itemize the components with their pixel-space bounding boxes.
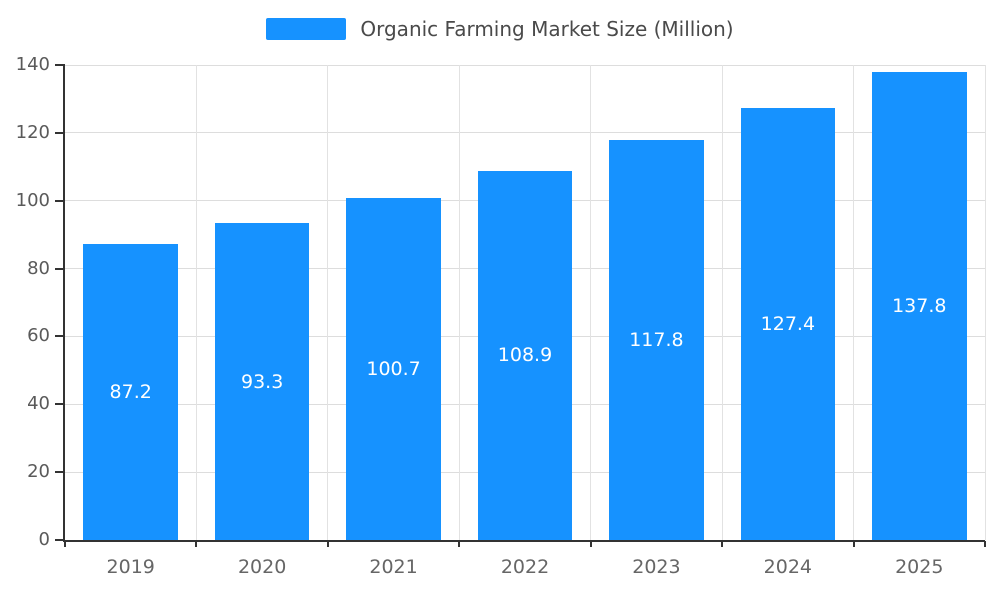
y-tick-mark [55, 64, 64, 66]
chart-legend[interactable]: Organic Farming Market Size (Million) [0, 17, 1000, 41]
y-tick-label: 80 [27, 257, 50, 279]
x-tick-mark [195, 541, 198, 547]
x-tick-label: 2024 [763, 556, 813, 578]
bar-2024: 127.4 [740, 107, 836, 540]
x-tick-mark [326, 541, 329, 547]
legend-label: Organic Farming Market Size (Million) [360, 17, 734, 41]
gridline-v [590, 65, 592, 540]
bar-value-label: 93.3 [240, 370, 284, 393]
legend-swatch [266, 18, 347, 40]
y-tick-mark [55, 539, 64, 541]
bar-value-label: 87.2 [109, 381, 152, 404]
gridline-h [65, 64, 985, 66]
x-tick-label: 2019 [106, 556, 155, 578]
bar-value-label: 100.7 [366, 358, 421, 381]
gridline-v [458, 65, 460, 540]
x-axis-line [63, 540, 985, 542]
y-tick-mark [55, 335, 64, 338]
x-tick-mark [458, 541, 461, 547]
x-tick-mark [852, 541, 855, 547]
gridline-h [65, 132, 985, 134]
y-tick-mark [55, 199, 64, 202]
y-tick-mark [55, 471, 64, 474]
bar-value-label: 137.8 [892, 295, 947, 318]
bar-2023: 117.8 [609, 140, 704, 540]
x-tick-mark [984, 541, 986, 547]
bar-2025: 137.8 [871, 72, 967, 540]
bar-2020: 93.3 [214, 223, 310, 540]
bar-value-label: 127.4 [760, 312, 816, 335]
x-tick-mark [589, 541, 592, 547]
y-tick-mark [55, 267, 64, 270]
gridline-v [721, 65, 723, 540]
x-tick-label: 2021 [369, 556, 418, 578]
plot-area: 87.2 93.3 100.7 108.9 117.8 127.4 137.8 [55, 64, 986, 547]
gridline-v [195, 65, 197, 540]
bar-2021: 100.7 [346, 198, 441, 540]
x-tick-label: 2025 [895, 556, 944, 578]
x-tick-label: 2020 [237, 556, 287, 578]
y-tick-mark [55, 131, 64, 134]
x-tick-label: 2023 [632, 556, 681, 578]
x-tick-label: 2022 [500, 556, 550, 578]
gridline-v [853, 65, 855, 540]
x-tick-mark [721, 541, 724, 547]
y-tick-label: 60 [27, 325, 50, 347]
gridline-v [984, 65, 986, 540]
y-tick-label: 140 [15, 54, 50, 75]
y-tick-mark [55, 403, 64, 406]
bar-value-label: 108.9 [497, 344, 553, 367]
bar-2022: 108.9 [477, 170, 573, 540]
y-tick-label: 100 [15, 189, 50, 211]
bar-2019: 87.2 [83, 244, 179, 540]
y-axis-line [63, 64, 65, 542]
gridline-v [327, 65, 329, 540]
y-tick-label: 120 [15, 121, 50, 143]
bar-value-label: 117.8 [629, 329, 684, 352]
x-tick-mark [64, 541, 66, 547]
y-tick-label: 0 [38, 529, 50, 550]
y-tick-label: 40 [27, 393, 50, 415]
y-tick-label: 20 [27, 461, 50, 483]
